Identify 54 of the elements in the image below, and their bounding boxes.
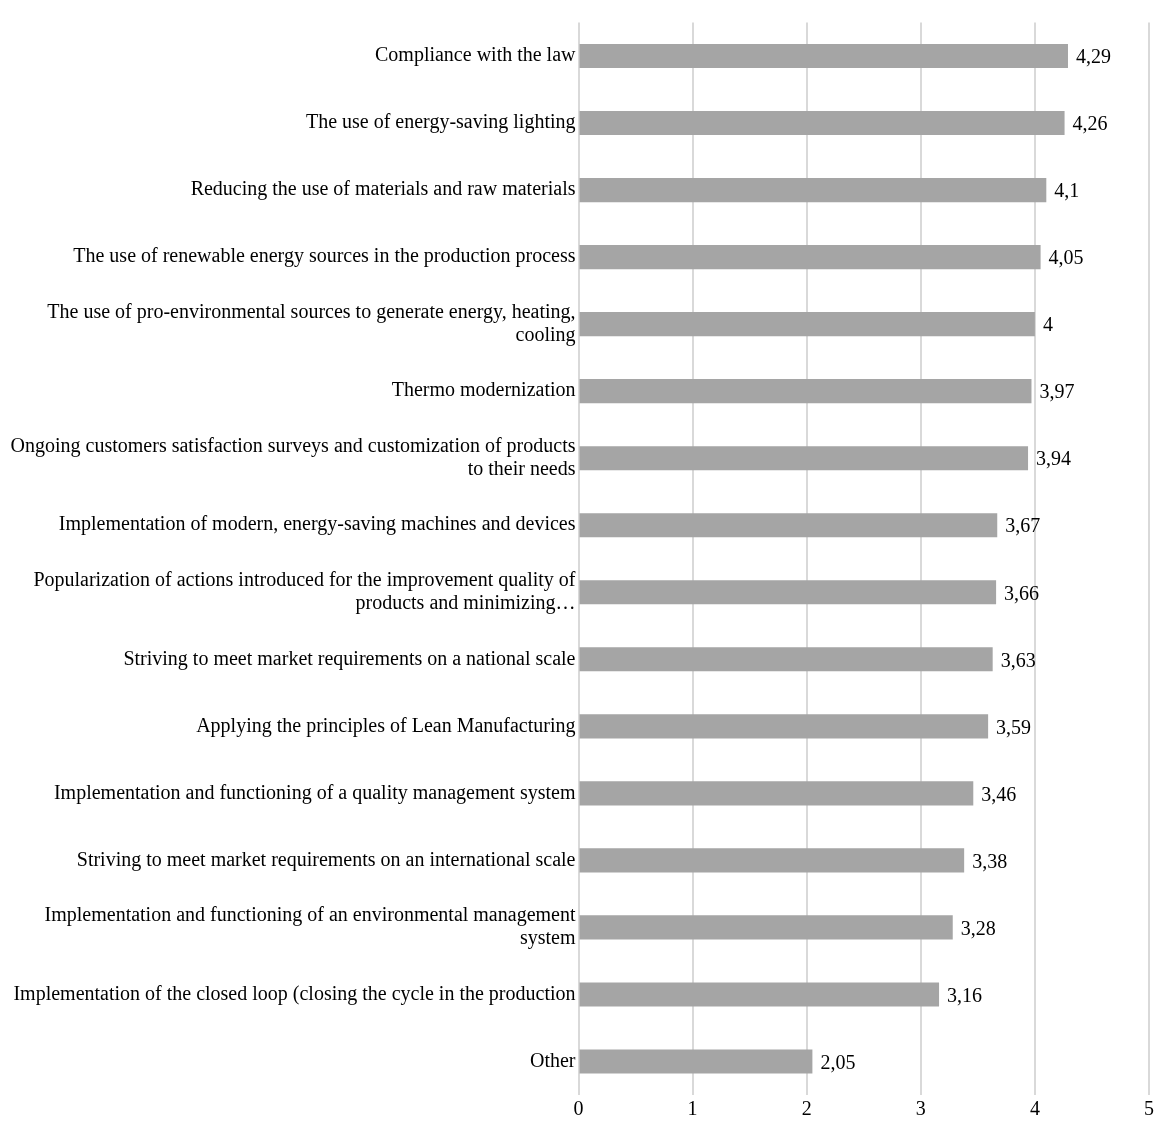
y-tick-label: The use of pro-environmental sources to generate energy, heating, cooling <box>47 299 576 346</box>
x-tick-label: 2 <box>801 1097 812 1120</box>
bar <box>579 848 965 873</box>
data-label: 3,63 <box>1000 648 1036 671</box>
bar <box>579 647 993 672</box>
data-label: 3,46 <box>981 782 1017 805</box>
data-label: 3,94 <box>1036 447 1072 470</box>
bar <box>579 312 1035 337</box>
data-label: 4,1 <box>1054 179 1080 202</box>
y-tick-label: Ongoing customers satisfaction surveys and customization of products to their needs <box>10 433 576 479</box>
bar <box>579 781 974 806</box>
y-tick-label: Thermo modernization <box>391 378 576 401</box>
bar <box>579 245 1041 270</box>
bar <box>579 110 1065 136</box>
y-tick-label: The use of energy-saving lighting <box>305 110 576 134</box>
bar <box>579 915 953 940</box>
bar <box>579 982 940 1007</box>
bar <box>579 446 1029 471</box>
bar <box>579 580 997 605</box>
data-label: 3,66 <box>1004 581 1040 604</box>
y-tick-label: Implementation and functioning of a quality management system <box>53 780 576 804</box>
y-tick-label: The use of renewable energy sources in the production process <box>73 244 576 268</box>
y-tick-label: Compliance with the law <box>374 43 577 67</box>
y-tick-label: Striving to meet market requirements on a national scale <box>123 646 576 670</box>
data-label: 3,67 <box>1005 514 1041 537</box>
y-tick-label: Implementation of modern, energy-saving machines and devices <box>58 512 576 536</box>
x-tick-label: 1 <box>687 1097 698 1120</box>
y-tick-label: Implementation and functioning of an environmental management system <box>44 903 576 950</box>
x-tick-label: 0 <box>573 1097 584 1120</box>
bar <box>579 1049 813 1074</box>
x-tick-label: 4 <box>1029 1097 1040 1120</box>
data-label: 3,38 <box>972 849 1008 872</box>
data-label: 4,05 <box>1048 246 1084 269</box>
data-label: 4,29 <box>1075 45 1111 68</box>
bar <box>579 178 1047 203</box>
data-label: 3,16 <box>947 983 983 1006</box>
data-label: 4,26 <box>1072 112 1108 135</box>
x-tick-label: 5 <box>1144 1097 1154 1120</box>
x-tick-label: 3 <box>915 1097 926 1120</box>
y-tick-label: Popularization of actions introduced for the improvement quality of products and minimizing… <box>33 568 576 615</box>
bar <box>579 379 1032 404</box>
bar <box>579 714 989 739</box>
y-tick-label: Striving to meet market requirements on an international scale <box>76 847 576 871</box>
data-label: 3,28 <box>960 916 996 939</box>
y-tick-label: Reducing the use of materials and raw materials <box>190 177 576 201</box>
data-label: 3,97 <box>1039 380 1075 403</box>
bar <box>579 513 998 538</box>
y-tick-label: Implementation of the closed loop (closing the cycle in the production <box>13 981 576 1005</box>
bar <box>579 43 1068 69</box>
data-label: 4 <box>1042 313 1053 336</box>
data-label: 2,05 <box>820 1050 856 1073</box>
data-label: 3,59 <box>996 715 1032 738</box>
y-tick-label: Other <box>529 1048 576 1071</box>
y-tick-label: Applying the principles of Lean Manufacturing <box>196 713 576 737</box>
